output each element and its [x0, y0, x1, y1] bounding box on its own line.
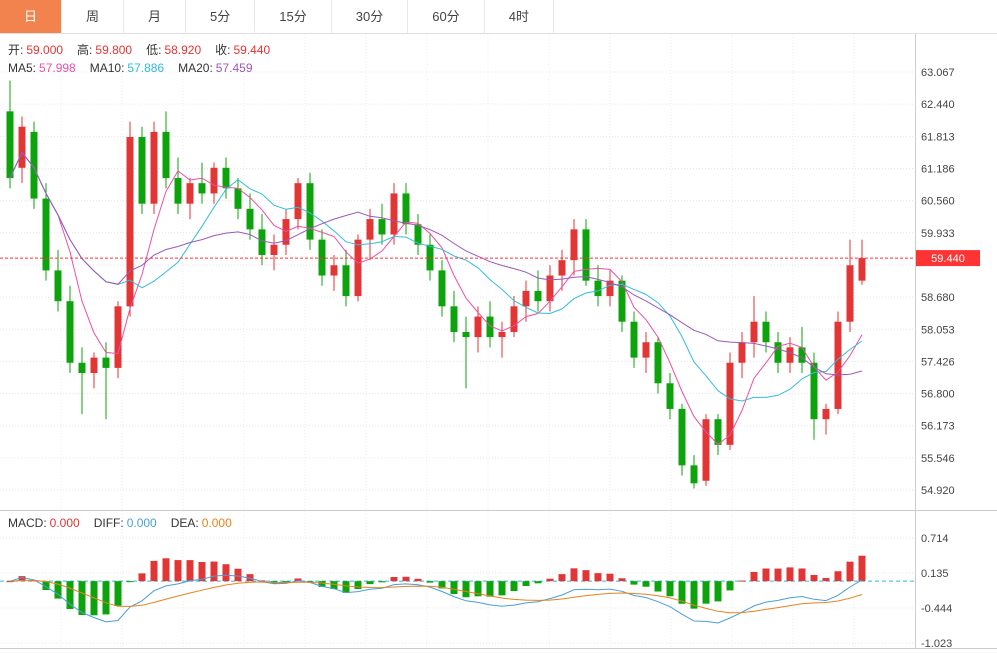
price-tag: 59.440 [916, 250, 980, 267]
candlestick-chart[interactable]: 59.440 63.067 62.440 61.813 61.186 60.560 59.9… [0, 34, 997, 655]
svg-text:54.920: 54.920 [921, 485, 955, 497]
svg-text:-1.023: -1.023 [921, 638, 952, 650]
chart-area: 59.440 63.067 62.440 61.813 61.186 60.560 59.9… [0, 34, 997, 655]
svg-text:61.813: 61.813 [921, 131, 955, 143]
candles [6, 80, 866, 489]
ma20-line [9, 151, 863, 376]
svg-text:56.800: 56.800 [921, 389, 955, 401]
svg-text:59.440: 59.440 [931, 253, 965, 265]
dea-line [9, 579, 863, 614]
svg-text:55.546: 55.546 [921, 453, 955, 465]
macd-axis-labels: 0.714 0.135 -0.444 -1.023 [921, 533, 952, 650]
ma10-line [9, 151, 863, 402]
svg-text:62.440: 62.440 [921, 99, 955, 111]
tab-month[interactable]: 月 [124, 0, 187, 33]
panel-frame [0, 34, 997, 649]
tab-4hour[interactable]: 4时 [485, 0, 554, 33]
timeframe-tabs: 日周月 5分 15分 30分 60分 4时 [0, 0, 997, 34]
svg-text:0.135: 0.135 [921, 568, 949, 580]
diff-line [9, 574, 863, 624]
tab-30min[interactable]: 30分 [332, 0, 409, 33]
tab-5min[interactable]: 5分 [186, 0, 256, 33]
tab-15min[interactable]: 15分 [255, 0, 332, 33]
svg-text:60.560: 60.560 [921, 196, 955, 208]
svg-text:61.186: 61.186 [921, 164, 955, 176]
tab-week[interactable]: 周 [62, 0, 125, 33]
tab-60min[interactable]: 60分 [408, 0, 485, 33]
svg-text:57.426: 57.426 [921, 356, 955, 368]
svg-text:-0.444: -0.444 [921, 603, 952, 615]
svg-text:56.173: 56.173 [921, 421, 955, 433]
price-axis-labels: 63.067 62.440 61.813 61.186 60.560 59.933 58.6… [921, 67, 955, 497]
svg-text:58.053: 58.053 [921, 324, 955, 336]
svg-text:59.933: 59.933 [921, 228, 955, 240]
tab-day[interactable]: 日 [0, 0, 63, 33]
ma5-line [9, 151, 863, 445]
svg-text:0.714: 0.714 [921, 533, 949, 545]
svg-text:58.680: 58.680 [921, 292, 955, 304]
svg-text:63.067: 63.067 [921, 67, 955, 79]
